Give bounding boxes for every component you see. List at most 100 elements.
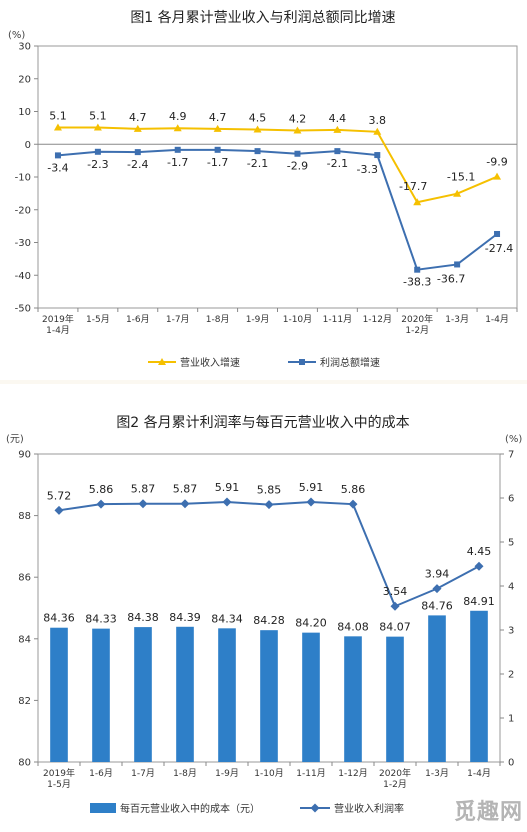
chart-2-legend-cost-swatch (90, 803, 116, 813)
chart-2-margin-label: 5.72 (47, 489, 72, 502)
chart-2-cost-bar (344, 636, 362, 762)
chart-1-income-point (293, 126, 302, 134)
chart-2-cost-bar (50, 627, 68, 762)
chart-1-x-tick-label: 1-10月 (283, 314, 312, 325)
chart-2-y-left-tick-label: 80 (18, 758, 31, 769)
chart-2-x-tick-label: 2020年 1-2月 (379, 767, 411, 790)
chart-2-legend-cost-label: 每百元营业收入中的成本（元） (120, 802, 260, 815)
chart-1-profit-point (134, 149, 141, 156)
chart-2-margin-point (432, 584, 442, 594)
chart-1-profit-label: -2.3 (87, 158, 108, 171)
chart-2-x-tick-label: 1-9月 (215, 768, 239, 779)
chart-1-profit-point (374, 152, 381, 159)
chart-2-y-left-tick-label: 84 (18, 634, 31, 645)
chart-2-y-right-tick-label: 7 (508, 450, 514, 461)
chart-2-title: 图2 各月累计利润率与每百元营业收入中的成本 (116, 414, 409, 431)
chart-1-x-tick-label: 1-11月 (323, 314, 352, 325)
chart-1-profit-label: -38.3 (403, 276, 431, 289)
chart-1-y-tick-label: -20 (15, 205, 31, 216)
chart-1-x-tick-label: 2019年 1-4月 (42, 313, 74, 336)
chart-1-income-label: 5.1 (49, 110, 67, 123)
chart-2-cost-bar (176, 626, 194, 762)
chart-2-margin-label: 5.86 (341, 483, 366, 496)
chart-1-income-label: 5.1 (89, 110, 107, 123)
chart-1-profit-point (334, 148, 341, 155)
chart-1-profit-label: -36.7 (437, 272, 465, 285)
chart-2-x-tick-label: 2019年 1-5月 (43, 767, 75, 790)
chart-1-income-point (333, 125, 342, 133)
chart-1-profit-point (174, 146, 181, 153)
chart-1-income-label: -9.9 (486, 156, 507, 169)
chart-2-y-right-tick-label: 0 (508, 758, 514, 769)
chart-1-legend-profit-marker (299, 359, 305, 365)
chart-2-cost-label: 84.36 (43, 612, 75, 625)
chart-2-cost-label: 84.38 (127, 611, 159, 624)
chart-2-y-left-tick-label: 86 (18, 573, 31, 584)
chart-1-title: 图1 各月累计营业收入与利润总额同比增速 (130, 10, 395, 26)
chart-2-legend-margin-marker (310, 803, 320, 813)
chart-1-income-point (53, 123, 62, 131)
chart-2-y-right-tick-label: 4 (508, 582, 514, 593)
chart-1-profit-label: -3.3 (357, 163, 378, 176)
chart-1-income-label: -17.7 (399, 180, 427, 193)
chart-2-cost-bar (92, 628, 110, 762)
chart-1-y-tick-label: 10 (18, 107, 31, 118)
chart-2-margin-point (222, 497, 232, 507)
chart-1-income-point (93, 123, 102, 131)
chart-2-y-right-tick-label: 3 (508, 626, 514, 637)
chart-2-cost-label: 84.20 (295, 617, 327, 630)
chart-2-y-right-tick-label: 2 (508, 670, 514, 681)
chart-1-income-label: 3.8 (369, 114, 387, 127)
chart-2-x-tick-label: 1-11月 (296, 768, 325, 779)
chart-2-cost-bar (302, 632, 320, 762)
chart-1-profit-point (454, 261, 461, 268)
chart-2-margin-point (348, 499, 358, 509)
chart-1-y-tick-label: -50 (15, 304, 31, 315)
chart-1-svg: 图1 各月累计营业收入与利润总额同比增速 (%) -50 -40 -30 -20 -10 0 1… (8, 10, 518, 369)
chart-2-margin-point (390, 601, 400, 611)
chart-2-x-tick-label: 1-6月 (89, 768, 113, 779)
chart-2-cost-bar (218, 628, 236, 762)
chart-1-profit-point (214, 146, 221, 153)
chart-2-cost-label: 84.08 (337, 620, 369, 633)
chart-2-margin-label: 5.85 (257, 484, 282, 497)
chart-2-cost-label: 84.07 (379, 621, 411, 634)
chart-2-y-right-tick-label: 5 (508, 538, 514, 549)
chart-1-income-label: -15.1 (447, 171, 475, 184)
chart-1-series-line-0 (57, 126, 498, 204)
chart-1-y-tick-label: 20 (18, 74, 31, 85)
chart-2-cost-bar (260, 630, 278, 762)
chart-1-profit-point (414, 266, 421, 273)
chart-2-legend-margin-label: 营业收入利润率 (334, 802, 404, 815)
chart-1-profit-point (254, 148, 261, 155)
chart-2-cost-label: 84.91 (463, 595, 495, 608)
chart-1-income-label: 4.5 (249, 112, 267, 125)
chart-2-y-left-tick-label: 82 (18, 696, 31, 707)
chart-1-series-line-1 (57, 148, 498, 271)
chart-2-margin-point (474, 561, 484, 571)
chart-2-margin-point (264, 500, 274, 510)
watermark: 觅趣网 (453, 800, 523, 825)
chart-1-y-tick-label: -40 (15, 271, 31, 282)
chart-1-profit-label: -2.4 (127, 158, 148, 171)
chart-1-profit-point (94, 148, 101, 155)
chart-2-y-right-unit: (%) (505, 434, 522, 445)
chart-2-x-tick-label: 1-8月 (173, 768, 197, 779)
chart-1-legend-income-label: 营业收入增速 (180, 356, 240, 369)
chart-1-x-tick-label: 1-8月 (206, 314, 230, 325)
chart-1-profit-point (494, 230, 501, 237)
chart-1-profit-label: -2.1 (247, 157, 268, 170)
chart-2-margin-label: 5.91 (299, 481, 324, 494)
chart-1-income-point (453, 189, 462, 197)
chart-1-legend-profit-label: 利润总额增速 (320, 356, 380, 369)
chart-2-margin-point (96, 499, 106, 509)
chart-1-y-tick-label: 30 (18, 42, 31, 53)
chart-1-y-tick-label: -30 (15, 238, 31, 249)
chart-2-cost-label: 84.28 (253, 614, 285, 627)
chart-1-x-tick-label: 1-12月 (363, 314, 392, 325)
chart-2-cost-bar (428, 615, 446, 762)
chart-2-y-left-tick-label: 88 (18, 511, 31, 522)
chart-1-profit-label: -1.7 (167, 156, 188, 169)
chart-2-cost-bar (386, 636, 404, 762)
chart-2-margin-line (58, 500, 480, 608)
